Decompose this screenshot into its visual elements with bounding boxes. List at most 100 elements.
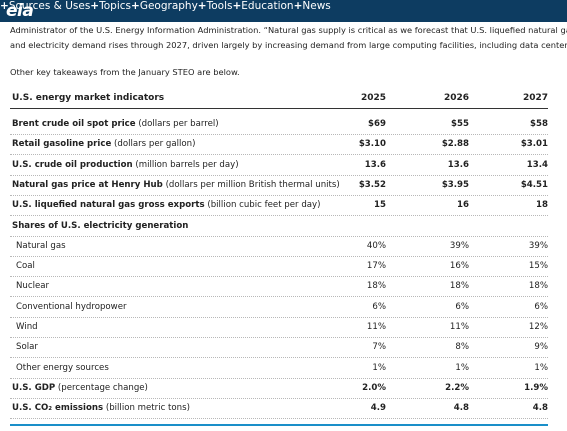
table-row: U.S. liquefied natural gas gross exports… (10, 195, 548, 217)
nav-label: Topics (99, 0, 131, 12)
table-row: Retail gasoline price (dollars per gallo… (10, 134, 548, 156)
row-unit: (billion metric tons) (105, 403, 190, 414)
table-row: U.S. CO₂ emissions (billion metric tons)… (10, 398, 548, 420)
cell-value: 1% (372, 362, 386, 373)
row-name: U.S. crude oil production (12, 159, 133, 170)
sub-label: Nuclear (16, 281, 50, 292)
nav-bar: eia +Sources & Uses+Topics+Geography+Too… (0, 0, 567, 22)
cell-value: 13.6 (364, 159, 386, 170)
row-label: U.S. liquefied natural gas gross exports… (12, 200, 320, 210)
cell-value: $3.10 (358, 139, 386, 150)
cell-value: 11% (366, 322, 386, 332)
cell-value: $4.51 (520, 179, 548, 190)
intro-line: and electricity demand rises through 202… (10, 40, 567, 50)
table-row: Shares of U.S. electricity generation (10, 216, 548, 237)
row-label: Shares of U.S. electricity generation (12, 221, 188, 231)
cell-value: 17% (366, 261, 386, 272)
cell-value: 2.0% (362, 382, 386, 393)
table-row: Brent crude oil spot price (dollars per … (10, 114, 548, 135)
cell-value: 18% (449, 281, 469, 292)
row-label: U.S. GDP (percentage change) (12, 383, 148, 393)
cell-value: 15 (374, 200, 386, 211)
cell-value: 6% (455, 301, 469, 312)
table-row: Natural gas price at Henry Hub (dollars … (10, 175, 548, 196)
table-row: Natural gas 40% 39% 39% (10, 236, 548, 257)
cell-value: 9% (534, 342, 548, 353)
intro-line: Administrator of the U.S. Energy Informa… (10, 25, 567, 35)
cell-value: 13.4 (526, 159, 548, 170)
table-row: Wind 11% 11% 12% (10, 317, 548, 338)
row-name: U.S. CO₂ emissions (12, 403, 104, 414)
row-name: Shares of U.S. electricity generation (12, 220, 189, 231)
row-name: Natural gas price at Henry Hub (12, 179, 163, 190)
table-row: U.S. GDP (percentage change) 2.0% 2.2% 1.9% (10, 378, 548, 399)
row-label: Brent crude oil spot price (dollars per … (12, 119, 219, 129)
nav-label: News (302, 0, 331, 12)
nav-label: Tools (206, 0, 233, 12)
table-row: Nuclear 18% 18% 18% (10, 276, 548, 298)
sub-label: Solar (16, 342, 38, 353)
row-name: U.S. GDP (12, 382, 56, 393)
sub-label: Natural gas (16, 240, 66, 251)
cell-value: $58 (530, 119, 548, 129)
nav-item[interactable]: +Tools (197, 0, 233, 12)
row-label: Natural gas price at Henry Hub (dollars … (12, 180, 340, 190)
cell-value: 39% (528, 240, 548, 251)
cell-value: $69 (368, 119, 386, 129)
nav-label: Geography (139, 0, 198, 12)
table-row: Conventional hydropower 6% 6% 6% (10, 297, 548, 318)
cell-value: 16 (457, 200, 469, 211)
cell-value: $3.01 (520, 139, 548, 150)
row-label: U.S. crude oil production (million barre… (12, 160, 239, 170)
row-unit: (percentage change) (57, 382, 148, 393)
nav-item[interactable]: +Sources & Uses (0, 0, 91, 12)
table-row: U.S. crude oil production (million barre… (10, 155, 548, 176)
nav-item[interactable]: +Topics (90, 0, 131, 12)
cell-value: 4.8 (453, 403, 469, 414)
cell-value: 6% (534, 301, 548, 312)
takeaway: Other key takeaways from the January STE… (10, 67, 240, 77)
row-label: U.S. CO₂ emissions (billion metric tons) (12, 403, 190, 413)
row-name: Retail gasoline price (12, 139, 112, 150)
cell-value: 1.9% (524, 382, 548, 393)
year-header: 2025 (360, 93, 386, 103)
cell-value: 18 (536, 200, 548, 211)
row-unit: (dollars per barrel) (138, 119, 219, 129)
cell-value: 18% (528, 281, 548, 292)
column-header: U.S. energy market indicators (12, 93, 165, 103)
cell-value: 6% (372, 301, 386, 312)
nav-label: Education (241, 0, 294, 12)
nav-item[interactable]: +News (293, 0, 331, 12)
nav-item[interactable]: +Education (232, 0, 294, 12)
cell-value: 4.8 (532, 403, 548, 414)
table-row: Other energy sources 1% 1% 1% (10, 358, 548, 379)
row-unit: (million barrels per day) (135, 159, 239, 170)
cell-value: 12% (528, 322, 548, 332)
cell-value: 4.9 (370, 403, 386, 414)
cell-value: 16% (449, 261, 469, 272)
table-row: Coal 17% 16% 15% (10, 256, 548, 278)
logo[interactable]: eia (6, 1, 34, 21)
cell-value: 15% (528, 261, 548, 272)
cell-value: $3.52 (358, 179, 386, 190)
cell-value: 11% (449, 322, 469, 332)
cell-value: 2.2% (445, 382, 469, 393)
cell-value: 18% (366, 281, 386, 292)
nav-item[interactable]: +Geography (131, 0, 198, 12)
cell-value: 39% (449, 240, 469, 251)
sub-label: Other energy sources (16, 362, 109, 373)
row-label: Retail gasoline price (dollars per gallo… (12, 139, 195, 149)
nav-label: Sources & Uses (8, 0, 91, 12)
cell-value: 8% (455, 342, 469, 353)
row-unit: (billion cubic feet per day) (207, 200, 321, 211)
cell-value: $3.95 (441, 179, 469, 190)
cell-value: $2.88 (441, 139, 469, 150)
row-name: U.S. liquefied natural gas gross exports (12, 200, 205, 211)
row-name: Brent crude oil spot price (12, 119, 136, 129)
sub-label: Conventional hydropower (16, 301, 127, 312)
cell-value: $55 (451, 119, 469, 129)
year-header: 2027 (522, 93, 548, 103)
table-row: Solar 7% 8% 9% (10, 337, 548, 359)
cell-value: 7% (372, 342, 386, 353)
